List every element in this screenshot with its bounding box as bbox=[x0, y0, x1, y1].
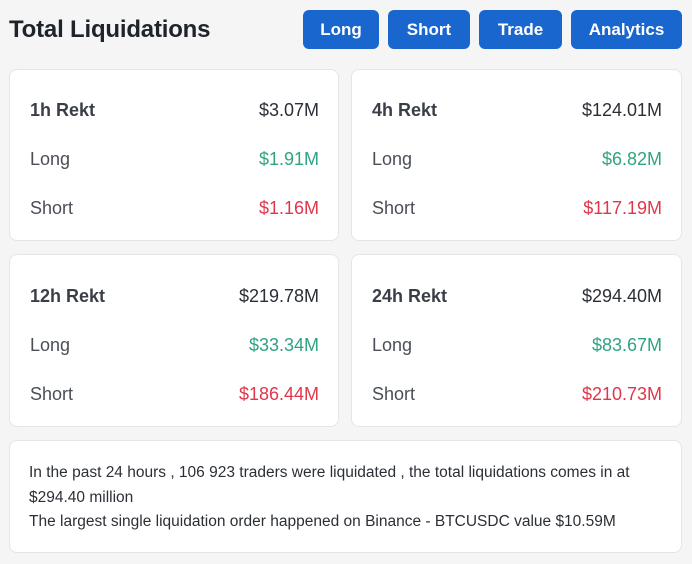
card-long-row: Long $83.67M bbox=[372, 332, 662, 358]
page-title: Total Liquidations bbox=[9, 16, 211, 43]
short-button[interactable]: Short bbox=[388, 10, 470, 49]
short-value: $210.73M bbox=[581, 383, 662, 404]
long-button[interactable]: Long bbox=[303, 10, 379, 49]
card-12h: 12h Rekt $219.78M Long $33.34M Short $18… bbox=[9, 254, 339, 427]
card-total-value: $3.07M bbox=[258, 99, 319, 120]
card-total-row: 1h Rekt $3.07M bbox=[30, 97, 319, 123]
long-label: Long bbox=[30, 148, 71, 169]
long-label: Long bbox=[30, 334, 71, 355]
card-label: 24h Rekt bbox=[372, 285, 448, 306]
long-label: Long bbox=[372, 334, 413, 355]
analytics-button[interactable]: Analytics bbox=[571, 10, 682, 49]
short-value: $186.44M bbox=[238, 383, 319, 404]
short-value: $117.19M bbox=[583, 197, 662, 218]
summary-total-text: In the past 24 hours , 106 923 traders w… bbox=[29, 464, 630, 506]
card-label: 12h Rekt bbox=[30, 285, 106, 306]
card-label: 4h Rekt bbox=[372, 99, 438, 120]
card-1h: 1h Rekt $3.07M Long $1.91M Short $1.16M bbox=[9, 69, 339, 241]
card-long-row: Long $1.91M bbox=[30, 146, 319, 172]
trade-button[interactable]: Trade bbox=[479, 10, 562, 49]
card-total-value: $124.01M bbox=[581, 99, 662, 120]
short-label: Short bbox=[372, 383, 416, 404]
card-short-row: Short $210.73M bbox=[372, 381, 662, 407]
card-label: 1h Rekt bbox=[30, 99, 96, 120]
short-label: Short bbox=[30, 383, 74, 404]
card-short-row: Short $186.44M bbox=[30, 381, 319, 407]
long-value: $83.67M bbox=[591, 334, 662, 355]
header: Total Liquidations Long Short Trade Anal… bbox=[0, 0, 692, 62]
card-total-value: $219.78M bbox=[238, 285, 319, 306]
short-value: $1.16M bbox=[258, 197, 319, 218]
summary-largest-order-text: The largest single liquidation order hap… bbox=[29, 513, 616, 530]
summary-panel: In the past 24 hours , 106 923 traders w… bbox=[9, 440, 682, 553]
card-24h: 24h Rekt $294.40M Long $83.67M Short $21… bbox=[351, 254, 682, 427]
card-total-row: 24h Rekt $294.40M bbox=[372, 283, 662, 309]
card-long-row: Long $33.34M bbox=[30, 332, 319, 358]
card-short-row: Short $1.16M bbox=[30, 195, 319, 221]
long-value: $33.34M bbox=[248, 334, 319, 355]
long-value: $6.82M bbox=[601, 148, 662, 169]
short-label: Short bbox=[30, 197, 74, 218]
card-4h: 4h Rekt $124.01M Long $6.82M Short $117.… bbox=[351, 69, 682, 241]
short-label: Short bbox=[372, 197, 416, 218]
long-label: Long bbox=[372, 148, 413, 169]
card-total-value: $294.40M bbox=[581, 285, 662, 306]
long-value: $1.91M bbox=[258, 148, 319, 169]
card-short-row: Short $117.19M bbox=[372, 195, 662, 221]
card-long-row: Long $6.82M bbox=[372, 146, 662, 172]
card-total-row: 4h Rekt $124.01M bbox=[372, 97, 662, 123]
card-total-row: 12h Rekt $219.78M bbox=[30, 283, 319, 309]
